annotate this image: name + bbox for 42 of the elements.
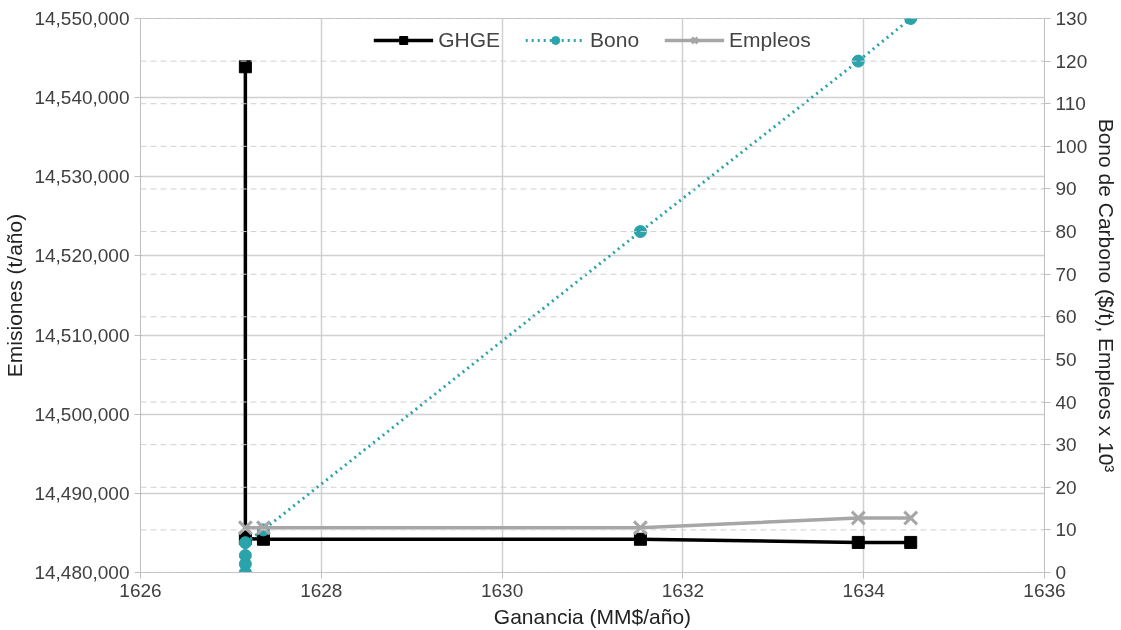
y2-tick-label: 20 [1055,476,1077,498]
y2-tick-label: 110 [1055,93,1086,115]
y2-tick-label: 120 [1055,50,1088,72]
point [850,510,867,526]
y-tick-label: 14,530,000 [34,166,130,188]
y-tick-label: 14,540,000 [34,87,130,109]
x-axis-title: Ganancia (MM$/año) [493,604,692,628]
y2-tick-label: 40 [1055,391,1077,413]
point [633,225,647,239]
y-tick-label: 14,490,000 [34,482,130,504]
point [238,60,252,74]
legend-label: Empleos [729,28,811,52]
point [902,510,919,526]
x-tick-label: 1628 [300,579,343,601]
y2-axis-title: Bono de Carbono ($/t), Empleos x 10³ [1095,118,1119,473]
y2-tick-label: 90 [1055,178,1077,200]
y2-tick-label: 130 [1055,8,1088,29]
y-tick-label: 14,550,000 [34,8,130,29]
point [237,519,254,536]
y2-tick-label: 70 [1055,263,1077,285]
y-tick-label: 14,500,000 [34,403,130,425]
y2-tick-label: 80 [1055,221,1077,243]
y2-tick-label: 60 [1055,306,1077,328]
point [238,536,252,550]
x-tick-label: 1634 [842,579,886,601]
point [632,519,649,536]
point [851,535,865,549]
point [633,532,647,546]
point [238,548,252,562]
y-tick-label: 14,520,000 [34,245,130,267]
y2-tick-label: 100 [1055,135,1088,157]
y-tick-label: 14,510,000 [34,324,130,346]
y-axis-title: Emisiones (t/año) [3,213,27,378]
x-tick-label: 1630 [480,579,524,601]
y2-tick-label: 50 [1055,348,1077,370]
y2-tick-label: 10 [1055,519,1077,541]
y2-tick-label: 30 [1055,434,1077,456]
legend-label: Bono [590,28,640,52]
point [904,535,918,549]
x-tick-label: 1632 [661,579,705,601]
legend-label: GHGE [438,28,501,52]
point [255,519,272,536]
